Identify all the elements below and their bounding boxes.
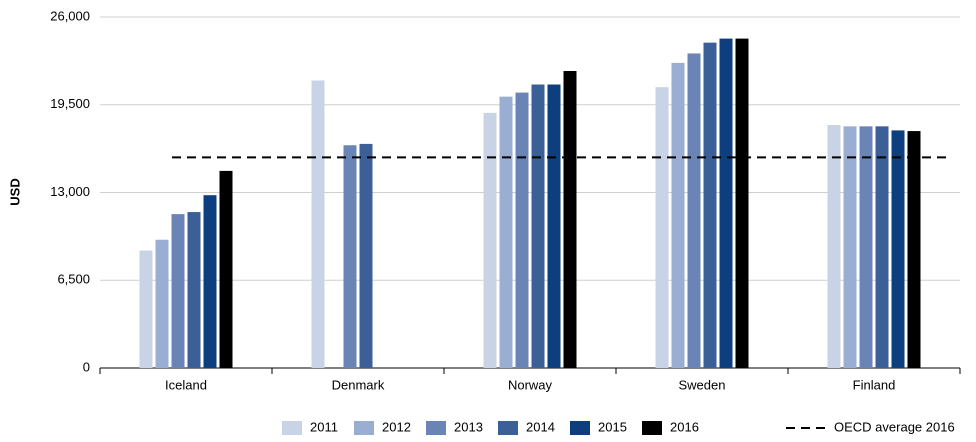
bar — [188, 212, 201, 368]
bar — [532, 85, 545, 369]
x-tick-label: Finland — [853, 377, 896, 392]
y-tick-label: 13,000 — [50, 184, 90, 199]
bar — [220, 171, 233, 368]
bar — [172, 214, 185, 368]
chart: USD 0 6,500 13,000 19,500 26,000 Iceland Denma… — [0, 0, 976, 437]
legend-label: OECD average 2016 — [834, 419, 955, 434]
legend-label: 2011 — [310, 419, 338, 434]
bar — [828, 125, 841, 368]
bar — [140, 251, 153, 368]
legend-label: 2016 — [670, 419, 699, 434]
y-tick-label: 19,500 — [50, 96, 90, 111]
bar — [860, 126, 873, 368]
bar — [516, 93, 529, 368]
legend-swatch — [282, 421, 302, 435]
legend-swatch — [642, 421, 662, 435]
bar — [876, 126, 889, 368]
legend-swatch — [498, 421, 518, 435]
bar — [548, 85, 561, 369]
legend-label: 2015 — [598, 419, 627, 434]
bar — [720, 39, 733, 368]
bar — [672, 63, 685, 368]
bar — [844, 126, 857, 368]
legend-swatch — [426, 421, 446, 435]
x-tick-label: Norway — [508, 377, 553, 392]
legend-swatch — [570, 421, 590, 435]
bar — [704, 43, 717, 368]
bar — [360, 144, 373, 368]
y-axis-label: USD — [7, 178, 22, 205]
y-tick-label: 6,500 — [57, 272, 90, 287]
bar — [892, 130, 905, 368]
y-tick-label: 26,000 — [50, 8, 90, 23]
bar — [156, 240, 169, 368]
bar — [312, 80, 325, 368]
legend-label: 2013 — [454, 419, 483, 434]
legend-swatch — [354, 421, 374, 435]
bar — [344, 145, 357, 368]
x-tick-label: Sweden — [679, 377, 726, 392]
bar — [736, 39, 749, 368]
x-tick-label: Denmark — [332, 377, 385, 392]
bar — [656, 87, 669, 368]
bar — [204, 195, 217, 368]
bar — [484, 113, 497, 368]
legend-label: 2012 — [382, 419, 411, 434]
bar — [564, 71, 577, 368]
x-tick-label: Iceland — [165, 377, 207, 392]
legend-label: 2014 — [526, 419, 555, 434]
bar — [688, 53, 701, 368]
bar — [908, 131, 921, 368]
y-tick-label: 0 — [83, 359, 90, 374]
bar — [500, 97, 513, 368]
